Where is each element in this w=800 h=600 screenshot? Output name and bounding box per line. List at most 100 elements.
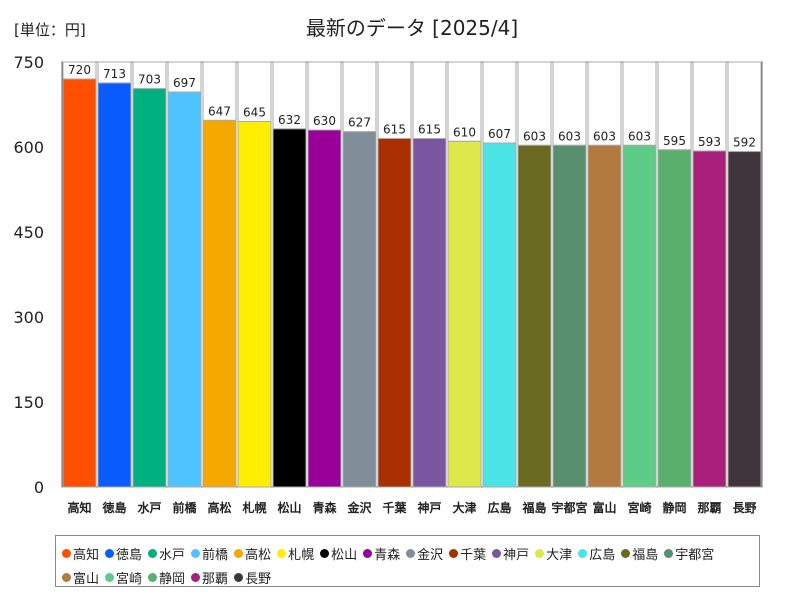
x-tick-label: 高知 xyxy=(67,500,91,515)
bar xyxy=(447,140,482,488)
y-tick-label: 600 xyxy=(13,138,44,157)
legend-item: 福島 xyxy=(621,542,658,564)
data-label: 632 xyxy=(278,113,301,127)
data-label: 593 xyxy=(698,135,721,149)
bar xyxy=(587,144,622,488)
legend-label: 前橋 xyxy=(202,547,229,563)
bar xyxy=(342,131,377,488)
x-tick-label: 宮崎 xyxy=(627,500,651,515)
y-tick-label: 150 xyxy=(13,393,44,412)
legend-item: 大津 xyxy=(535,542,572,564)
bar xyxy=(482,142,517,488)
bars xyxy=(62,61,762,488)
bar xyxy=(307,129,342,488)
legend-label: 札幌 xyxy=(288,547,315,563)
legend-label: 千葉 xyxy=(460,547,487,563)
bar-label-box xyxy=(377,61,412,139)
bar-label-box xyxy=(412,61,447,139)
legend-label: 宇都宮 xyxy=(675,547,715,563)
legend-item: 広島 xyxy=(578,542,615,564)
bar-label-box xyxy=(342,61,377,133)
y-tick-label: 750 xyxy=(13,53,44,72)
legend-label: 水戸 xyxy=(159,547,186,563)
y-tick-label: 300 xyxy=(13,308,44,327)
legend-item: 宇都宮 xyxy=(664,542,714,564)
data-label: 595 xyxy=(663,134,686,148)
legend-label: 那覇 xyxy=(202,571,229,587)
bar-label-box xyxy=(552,61,587,146)
x-tick-label: 富山 xyxy=(592,500,616,515)
bar-label-box xyxy=(692,61,727,152)
data-label: 603 xyxy=(628,129,651,143)
y-axis: 0 150 300 450 600 750 xyxy=(13,53,44,497)
legend-marker xyxy=(449,548,459,558)
bar-label-box xyxy=(202,61,237,121)
legend-label: 松山 xyxy=(331,547,358,563)
x-tick-label: 金沢 xyxy=(346,500,372,515)
data-label: 607 xyxy=(488,127,511,141)
x-tick-label: 高松 xyxy=(207,500,231,515)
bar xyxy=(237,121,272,488)
bar xyxy=(62,78,97,488)
legend-item: 前橋 xyxy=(191,542,228,564)
chart-title: 最新のデータ [2025/4] xyxy=(306,16,518,40)
data-label: 610 xyxy=(453,125,476,139)
legend-item: 長野 xyxy=(234,566,271,588)
bar-label-box xyxy=(517,61,552,146)
legend-label: 徳島 xyxy=(116,547,143,563)
legend-marker xyxy=(234,572,244,582)
legend-marker xyxy=(406,548,416,558)
data-label: 627 xyxy=(348,116,371,130)
legend-marker xyxy=(492,548,502,558)
data-label: 720 xyxy=(68,63,91,77)
data-label: 603 xyxy=(593,129,616,143)
legend-marker xyxy=(664,548,674,558)
bar xyxy=(167,91,202,488)
legend-item: 徳島 xyxy=(105,542,142,564)
bar-label-box xyxy=(622,61,657,146)
legend-label: 静岡 xyxy=(159,571,186,587)
legend-label: 大津 xyxy=(546,547,573,563)
legend-marker xyxy=(535,548,545,558)
legend-marker xyxy=(148,572,158,582)
bar xyxy=(377,138,412,488)
x-tick-label: 長野 xyxy=(732,500,756,515)
legend-marker xyxy=(62,548,71,558)
x-tick-label: 水戸 xyxy=(137,500,161,515)
value-labels: 720 713 703 697 647 645 632 630 627 615 615 610 607 6… xyxy=(68,63,756,150)
data-label: 697 xyxy=(173,76,196,90)
legend-label: 高松 xyxy=(245,547,272,563)
bar xyxy=(552,144,587,488)
legend-item: 高松 xyxy=(234,542,271,564)
legend-marker xyxy=(62,572,71,582)
plot-area xyxy=(61,61,763,488)
bar-chart: [単位：円] 最新のデータ [2025/4] 0150300450600750 … xyxy=(13,16,763,515)
legend-marker xyxy=(578,548,588,558)
legend: 高知 徳島 水戸 前橋 高松 札幌 松山 青森 金沢 千葉 神戸 大津 広島 福島 宇都宮 富山 宮崎 静岡 那覇長… xyxy=(55,535,760,587)
data-label: 603 xyxy=(558,129,581,143)
bar xyxy=(132,88,167,488)
bar-label-box xyxy=(727,61,762,153)
x-tick-label: 千葉 xyxy=(382,500,407,515)
x-tick-label: 松山 xyxy=(277,500,301,515)
data-label: 592 xyxy=(733,136,756,150)
legend-item: 那覇 xyxy=(191,566,228,588)
legend-item: 水戸 xyxy=(148,542,185,564)
legend-item: 神戸 xyxy=(492,542,529,564)
data-label: 647 xyxy=(208,104,231,118)
legend-marker xyxy=(191,572,201,582)
legend-item: 高知 xyxy=(62,542,99,564)
legend-marker xyxy=(363,548,373,558)
legend-label: 青森 xyxy=(374,547,401,563)
bar-label-box xyxy=(272,61,307,130)
legend-label: 金沢 xyxy=(417,547,444,563)
data-label: 615 xyxy=(383,123,406,137)
data-label: 713 xyxy=(103,67,126,81)
bar xyxy=(412,138,447,488)
bar-label-box xyxy=(657,61,692,151)
legend-marker xyxy=(105,572,115,582)
unit-label: [単位：円] xyxy=(14,21,86,39)
x-tick-label: 宇都宮 xyxy=(551,500,587,515)
x-tick-label: 福島 xyxy=(521,500,546,515)
legend-item: 千葉 xyxy=(449,542,486,564)
